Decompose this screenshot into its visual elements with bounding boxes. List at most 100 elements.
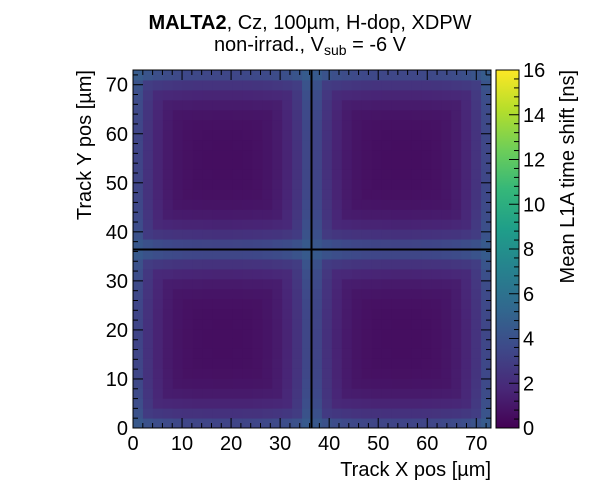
heatmap-cell <box>272 169 283 180</box>
heatmap-cell <box>272 179 283 190</box>
heatmap-cell <box>252 209 263 220</box>
heatmap-cell <box>391 99 402 111</box>
heatmap-cell <box>481 348 492 359</box>
heatmap-cell <box>252 159 263 170</box>
heatmap-cell <box>451 229 462 240</box>
heatmap-cell <box>242 229 253 240</box>
heatmap-cell <box>351 79 363 91</box>
heatmap-cell <box>172 109 184 121</box>
heatmap-cell <box>381 79 393 91</box>
heatmap-cell <box>292 258 303 270</box>
heatmap-cell <box>302 179 313 190</box>
heatmap-cell <box>361 298 373 310</box>
heatmap-cell <box>242 348 253 359</box>
x-tick-label: 20 <box>220 433 242 455</box>
heatmap-cell <box>232 258 243 270</box>
heatmap-cell <box>471 219 482 230</box>
heatmap-cell <box>162 149 174 160</box>
heatmap-cell <box>202 149 214 160</box>
heatmap-cell <box>421 318 432 330</box>
heatmap-cell <box>133 318 144 330</box>
heatmap-cell <box>172 288 184 300</box>
heatmap-cell <box>312 109 323 121</box>
heatmap-cell <box>411 209 422 220</box>
heatmap-cell <box>331 268 343 280</box>
heatmap-cell <box>202 368 214 379</box>
heatmap-cell <box>341 268 353 280</box>
heatmap-cell <box>361 159 373 170</box>
heatmap-cell <box>401 70 412 81</box>
y-tick-label: 20 <box>106 320 128 342</box>
heatmap-cell <box>212 348 223 359</box>
heatmap-cell <box>272 79 283 91</box>
heatmap-cell <box>242 189 253 200</box>
heatmap-cell <box>222 109 233 121</box>
heatmap-cell <box>182 239 194 250</box>
heatmap-cell <box>222 328 233 339</box>
heatmap-cell <box>292 298 303 310</box>
heatmap-cell <box>232 328 243 339</box>
heatmap-cell <box>232 239 243 250</box>
heatmap-cell <box>341 348 353 359</box>
heatmap-cell <box>431 308 442 320</box>
heatmap-cell <box>421 159 432 170</box>
heatmap-cell <box>381 70 393 81</box>
heatmap-cell <box>441 179 452 190</box>
heatmap-cell <box>361 129 373 141</box>
heatmap-cell <box>341 398 353 409</box>
heatmap-cell <box>262 229 273 240</box>
heatmap-cell <box>401 398 412 409</box>
heatmap-cell <box>391 129 402 141</box>
heatmap-cell <box>361 358 373 369</box>
heatmap-cell <box>431 169 442 180</box>
heatmap-cell <box>411 139 422 151</box>
heatmap-cell <box>182 149 194 160</box>
heatmap-cell <box>292 219 303 230</box>
heatmap-cell <box>461 408 472 419</box>
heatmap-cell <box>133 249 144 260</box>
heatmap-cell <box>232 249 243 260</box>
heatmap-cell <box>222 418 233 429</box>
heatmap-cell <box>431 378 442 389</box>
heatmap-cell <box>312 398 323 409</box>
heatmap-cell <box>272 249 283 260</box>
heatmap-cell <box>461 79 472 91</box>
heatmap-cell <box>182 109 194 121</box>
heatmap-cell <box>481 368 492 379</box>
heatmap-cell <box>481 219 492 230</box>
heatmap-cell <box>481 139 492 151</box>
heatmap-cell <box>212 239 223 250</box>
heatmap-cell <box>192 99 204 111</box>
heatmap-cell <box>401 119 412 131</box>
heatmap-cell <box>451 348 462 359</box>
heatmap-cell <box>242 70 253 81</box>
heatmap-cell <box>461 398 472 409</box>
heatmap-cell <box>192 70 204 81</box>
heatmap-cell <box>381 149 393 160</box>
heatmap-cell <box>451 79 462 91</box>
heatmap-cell <box>441 189 452 200</box>
heatmap-cell <box>292 109 303 121</box>
heatmap-cell <box>182 219 194 230</box>
heatmap-cell <box>172 298 184 310</box>
heatmap-cell <box>202 70 214 81</box>
heatmap-cell <box>481 278 492 290</box>
heatmap-cell <box>421 278 432 290</box>
heatmap-cell <box>421 388 432 399</box>
heatmap-cell <box>162 288 174 300</box>
heatmap-cell <box>202 408 214 419</box>
heatmap-cell <box>262 298 273 310</box>
heatmap-cell <box>172 408 184 419</box>
heatmap-cell <box>192 368 204 379</box>
heatmap-cell <box>341 79 353 91</box>
heatmap-cell <box>391 388 402 399</box>
title-rest: , Cz, 100µm, H-dop, XDPW <box>226 12 472 34</box>
plot-frame <box>132 69 492 429</box>
heatmap-cell <box>202 268 214 280</box>
heatmap-cell <box>421 149 432 160</box>
heatmap-cell <box>172 398 184 409</box>
heatmap-cell <box>242 89 253 101</box>
y-tick-label: 30 <box>106 271 128 293</box>
heatmap-cell <box>381 189 393 200</box>
heatmap-cell <box>202 169 214 180</box>
